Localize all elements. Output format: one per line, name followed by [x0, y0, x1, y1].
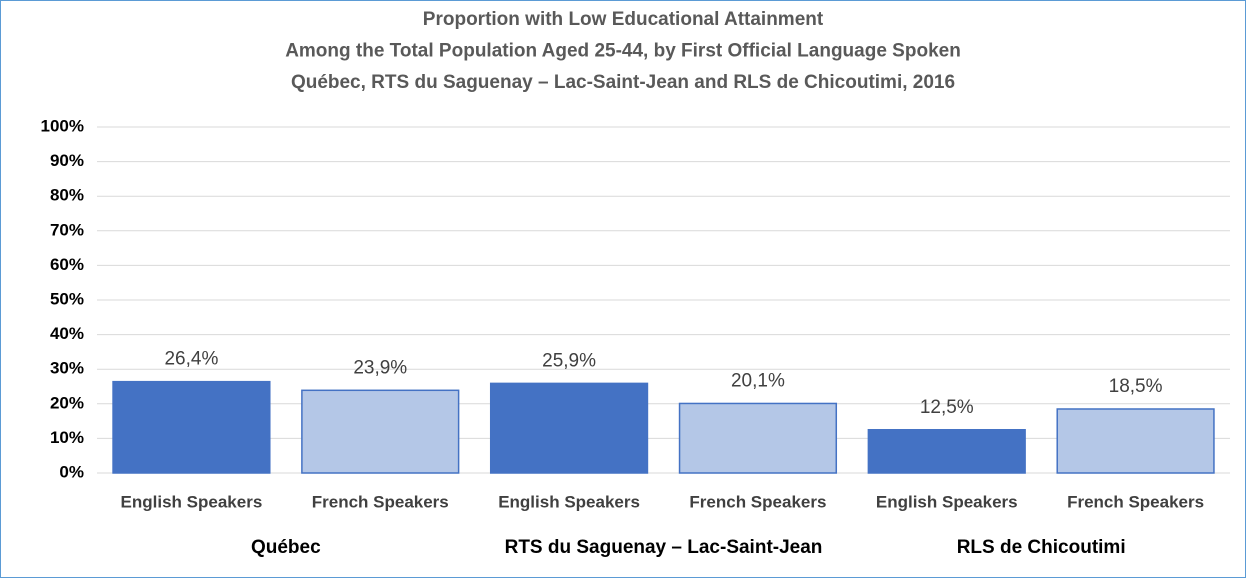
- group-label: RLS de Chicoutimi: [957, 537, 1126, 558]
- bar: [489, 382, 649, 474]
- bar: [301, 389, 460, 474]
- y-tick-label: 100%: [41, 116, 84, 135]
- x-tick-label: French Speakers: [689, 492, 826, 511]
- x-tick-label: French Speakers: [312, 492, 449, 511]
- y-tick-label: 10%: [50, 428, 84, 447]
- y-tick-label: 50%: [50, 289, 84, 308]
- group-label: Québec: [251, 537, 321, 558]
- chart-title: Québec, RTS du Saguenay – Lac-Saint-Jean…: [291, 72, 955, 93]
- bar: [112, 380, 271, 474]
- y-tick-label: 20%: [50, 393, 84, 412]
- data-label: 20,1%: [731, 370, 785, 391]
- x-tick-label: English Speakers: [498, 492, 640, 511]
- y-tick-label: 70%: [50, 220, 84, 239]
- chart-title: Proportion with Low Educational Attainme…: [423, 9, 824, 30]
- chart-title: Among the Total Population Aged 25-44, b…: [285, 41, 961, 62]
- y-tick-label: 0%: [59, 462, 84, 481]
- y-tick-label: 60%: [50, 255, 84, 274]
- group-label: RTS du Saguenay – Lac-Saint-Jean: [505, 537, 823, 558]
- bar: [678, 402, 838, 474]
- x-tick-label: English Speakers: [876, 492, 1018, 511]
- y-tick-label: 80%: [50, 186, 84, 205]
- y-tick-label: 90%: [50, 151, 84, 170]
- data-label: 12,5%: [920, 397, 974, 418]
- y-tick-label: 40%: [50, 324, 84, 343]
- data-label: 26,4%: [164, 349, 218, 370]
- x-tick-label: English Speakers: [121, 492, 263, 511]
- bar: [1056, 408, 1215, 474]
- bar: [867, 429, 1026, 474]
- data-label: 23,9%: [353, 357, 407, 378]
- y-tick-label: 30%: [50, 359, 84, 378]
- data-label: 18,5%: [1109, 376, 1163, 397]
- data-label: 25,9%: [542, 350, 596, 371]
- x-tick-label: French Speakers: [1067, 492, 1204, 511]
